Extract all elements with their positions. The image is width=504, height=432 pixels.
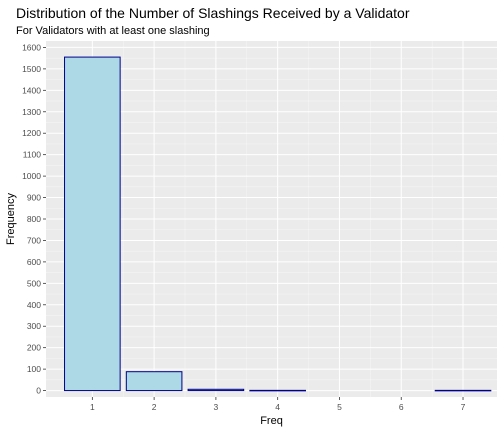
y-tick-label: 1300	[22, 107, 41, 117]
y-tick-label: 1100	[23, 150, 42, 160]
x-tick-label: 6	[399, 402, 404, 412]
bar-4	[249, 389, 306, 392]
x-axis: 1 2 3 4 5 6 7	[90, 397, 466, 412]
x-tick-label: 7	[461, 402, 466, 412]
chart-subtitle: For Validators with at least one slashin…	[16, 25, 210, 37]
bar-7	[434, 389, 492, 392]
x-tick-label: 5	[337, 402, 342, 412]
y-tick-label: 600	[27, 257, 41, 267]
y-tick-label: 300	[27, 321, 41, 331]
y-tick-label: 1200	[22, 128, 41, 138]
y-tick-label: 400	[27, 300, 41, 310]
y-axis: 0 100 200 300 400 500 600 700 800 900 1000 1100 1200…	[22, 42, 46, 396]
bar-1	[64, 56, 121, 392]
x-tick-label: 4	[275, 402, 280, 412]
y-tick-label: 1400	[22, 85, 41, 95]
y-tick-label: 1000	[22, 171, 41, 181]
x-tick-label: 1	[90, 402, 95, 412]
bar-2	[125, 371, 183, 392]
bars	[64, 56, 492, 392]
y-tick-label: 100	[27, 364, 41, 374]
y-tick-label: 1600	[22, 42, 41, 52]
x-tick-label: 2	[152, 402, 157, 412]
bar-3	[187, 388, 245, 392]
y-tick-label: 700	[27, 235, 41, 245]
x-tick-label: 3	[214, 402, 219, 412]
y-tick-label: 500	[27, 278, 41, 288]
y-tick-label: 800	[27, 214, 41, 224]
chart-title: Distribution of the Number of Slashings …	[16, 5, 410, 21]
y-tick-label: 200	[27, 343, 41, 353]
y-tick-label: 900	[27, 193, 41, 203]
x-axis-title: Freq	[260, 415, 283, 427]
y-tick-label: 1500	[22, 64, 41, 74]
y-axis-title: Frequency	[5, 193, 17, 245]
y-tick-label: 0	[36, 386, 41, 396]
